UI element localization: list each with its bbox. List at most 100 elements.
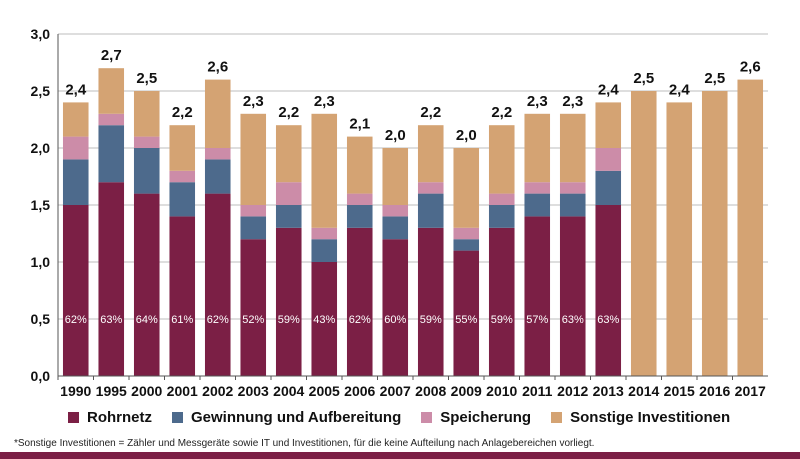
bar-segment-speicherung-2008 xyxy=(417,182,444,194)
x-tick-label: 2013 xyxy=(593,383,624,399)
bar-segment-sonstige-investitionen-2013 xyxy=(595,102,622,148)
bar-segment-sonstige-investitionen-2016 xyxy=(701,91,728,376)
share-label: 59% xyxy=(278,314,300,326)
x-tick-label: 2008 xyxy=(415,383,446,399)
total-label: 2,5 xyxy=(136,70,157,87)
total-label: 2,4 xyxy=(65,81,87,98)
investment-chart: 2,4 62% 2,7 63% 2,5 64% 2,2 61% 2,6 62% 2,3 52% 2,2 5… xyxy=(31,26,768,399)
x-tick-label: 2017 xyxy=(735,383,766,399)
bar-segment-gewinnung-und-aufbereitung-2012 xyxy=(559,193,586,217)
bar-segment-speicherung-1990 xyxy=(62,136,89,160)
share-label: 59% xyxy=(420,314,442,326)
x-tick-label: 1995 xyxy=(96,383,127,399)
total-label: 2,4 xyxy=(669,81,691,98)
x-tick-label: 2009 xyxy=(451,383,482,399)
x-tick-label: 2001 xyxy=(167,383,198,399)
legend-label-rohrnetz: Rohrnetz xyxy=(87,409,152,426)
bar-segment-rohrnetz-2005 xyxy=(311,262,338,376)
y-tick-label: 0,0 xyxy=(31,368,51,384)
x-tick-label: 2006 xyxy=(344,383,375,399)
data-labels: 2,4 62% 2,7 63% 2,5 64% 2,2 61% 2,6 62% 2,3 52% 2,2 5… xyxy=(65,47,761,326)
bar-segment-rohrnetz-2011 xyxy=(524,216,551,376)
bar-segment-gewinnung-und-aufbereitung-2013 xyxy=(595,170,622,205)
bar-segment-rohrnetz-2003 xyxy=(240,239,267,376)
bars xyxy=(62,68,764,377)
legend-label-gewinnung: Gewinnung und Aufbereitung xyxy=(191,409,402,426)
x-tick-label: 2015 xyxy=(664,383,695,399)
share-label: 61% xyxy=(171,314,193,326)
bar-segment-sonstige-investitionen-2002 xyxy=(204,79,231,148)
bar-segment-rohrnetz-2000 xyxy=(133,193,160,376)
bar-segment-sonstige-investitionen-2004 xyxy=(275,125,302,183)
bar-segment-speicherung-2005 xyxy=(311,227,338,240)
share-label: 43% xyxy=(313,314,335,326)
bar-segment-gewinnung-und-aufbereitung-2002 xyxy=(204,159,231,194)
bar-segment-speicherung-1995 xyxy=(98,113,125,126)
legend-swatch-rohrnetz xyxy=(68,412,79,423)
bar-segment-gewinnung-und-aufbereitung-2009 xyxy=(453,239,480,251)
total-label: 2,4 xyxy=(598,81,620,98)
bar-segment-gewinnung-und-aufbereitung-2000 xyxy=(133,148,160,194)
bar-segment-gewinnung-und-aufbereitung-1995 xyxy=(98,125,125,183)
x-tick-label: 2007 xyxy=(380,383,411,399)
total-label: 2,3 xyxy=(562,93,583,110)
total-label: 2,0 xyxy=(456,127,477,144)
bar-segment-sonstige-investitionen-2012 xyxy=(559,113,586,183)
legend-item-rohrnetz: Rohrnetz xyxy=(68,409,152,426)
x-tick-label: 2004 xyxy=(273,383,304,399)
share-label: 63% xyxy=(562,314,584,326)
legend-swatch-speicherung xyxy=(421,412,433,423)
total-label: 2,6 xyxy=(207,59,228,76)
share-label: 60% xyxy=(384,314,406,326)
total-label: 2,2 xyxy=(278,104,299,121)
total-label: 2,3 xyxy=(243,93,264,110)
bar-segment-sonstige-investitionen-2001 xyxy=(169,125,196,171)
share-label: 55% xyxy=(455,314,477,326)
bar-segment-speicherung-2010 xyxy=(488,193,515,205)
y-tick-label: 2,5 xyxy=(31,83,51,99)
bar-segment-rohrnetz-2004 xyxy=(275,227,302,376)
x-tick-label: 2011 xyxy=(522,383,553,399)
bar-segment-gewinnung-und-aufbereitung-1990 xyxy=(62,159,89,205)
bar-segment-sonstige-investitionen-2006 xyxy=(346,136,373,194)
bar-segment-speicherung-2013 xyxy=(595,148,622,171)
share-label: 62% xyxy=(207,314,229,326)
total-label: 2,2 xyxy=(491,104,512,121)
legend-item-gewinnung: Gewinnung und Aufbereitung xyxy=(172,409,401,426)
share-label: 64% xyxy=(136,314,158,326)
bar-segment-rohrnetz-2010 xyxy=(488,227,515,376)
bar-segment-speicherung-2006 xyxy=(346,193,373,205)
x-tick-label: 1990 xyxy=(60,383,91,399)
bar-segment-rohrnetz-2013 xyxy=(595,205,622,376)
total-label: 2,5 xyxy=(633,70,654,87)
bar-segment-speicherung-2000 xyxy=(133,136,160,148)
bar-segment-sonstige-investitionen-2008 xyxy=(417,125,444,183)
bar-segment-sonstige-investitionen-2005 xyxy=(311,113,338,228)
share-label: 63% xyxy=(100,314,122,326)
x-tick-label: 2005 xyxy=(309,383,340,399)
share-label: 52% xyxy=(242,314,264,326)
bar-segment-speicherung-2012 xyxy=(559,182,586,194)
share-label: 59% xyxy=(491,314,513,326)
legend-label-sonstige: Sonstige Investitionen xyxy=(570,409,731,426)
bar-segment-rohrnetz-2012 xyxy=(559,216,586,376)
total-label: 2,6 xyxy=(740,59,761,76)
total-label: 2,7 xyxy=(101,47,122,64)
bar-segment-speicherung-2009 xyxy=(453,227,480,240)
legend-item-sonstige: Sonstige Investitionen xyxy=(551,409,730,426)
legend-item-speicherung: Speicherung xyxy=(421,409,531,426)
x-tick-label: 2014 xyxy=(628,383,659,399)
x-tick-label: 2010 xyxy=(486,383,517,399)
bar-segment-rohrnetz-2001 xyxy=(169,216,196,376)
bar-segment-gewinnung-und-aufbereitung-2006 xyxy=(346,205,373,228)
x-tick-label: 2003 xyxy=(238,383,269,399)
bar-segment-gewinnung-und-aufbereitung-2010 xyxy=(488,205,515,228)
x-tick-label: 2012 xyxy=(557,383,588,399)
bar-segment-speicherung-2003 xyxy=(240,205,267,217)
bar-segment-gewinnung-und-aufbereitung-2011 xyxy=(524,193,551,217)
share-label: 62% xyxy=(349,314,371,326)
bar-segment-rohrnetz-1995 xyxy=(98,182,125,376)
bar-segment-speicherung-2001 xyxy=(169,170,196,183)
y-tick-label: 2,0 xyxy=(31,140,51,156)
bar-segment-gewinnung-und-aufbereitung-2001 xyxy=(169,182,196,217)
